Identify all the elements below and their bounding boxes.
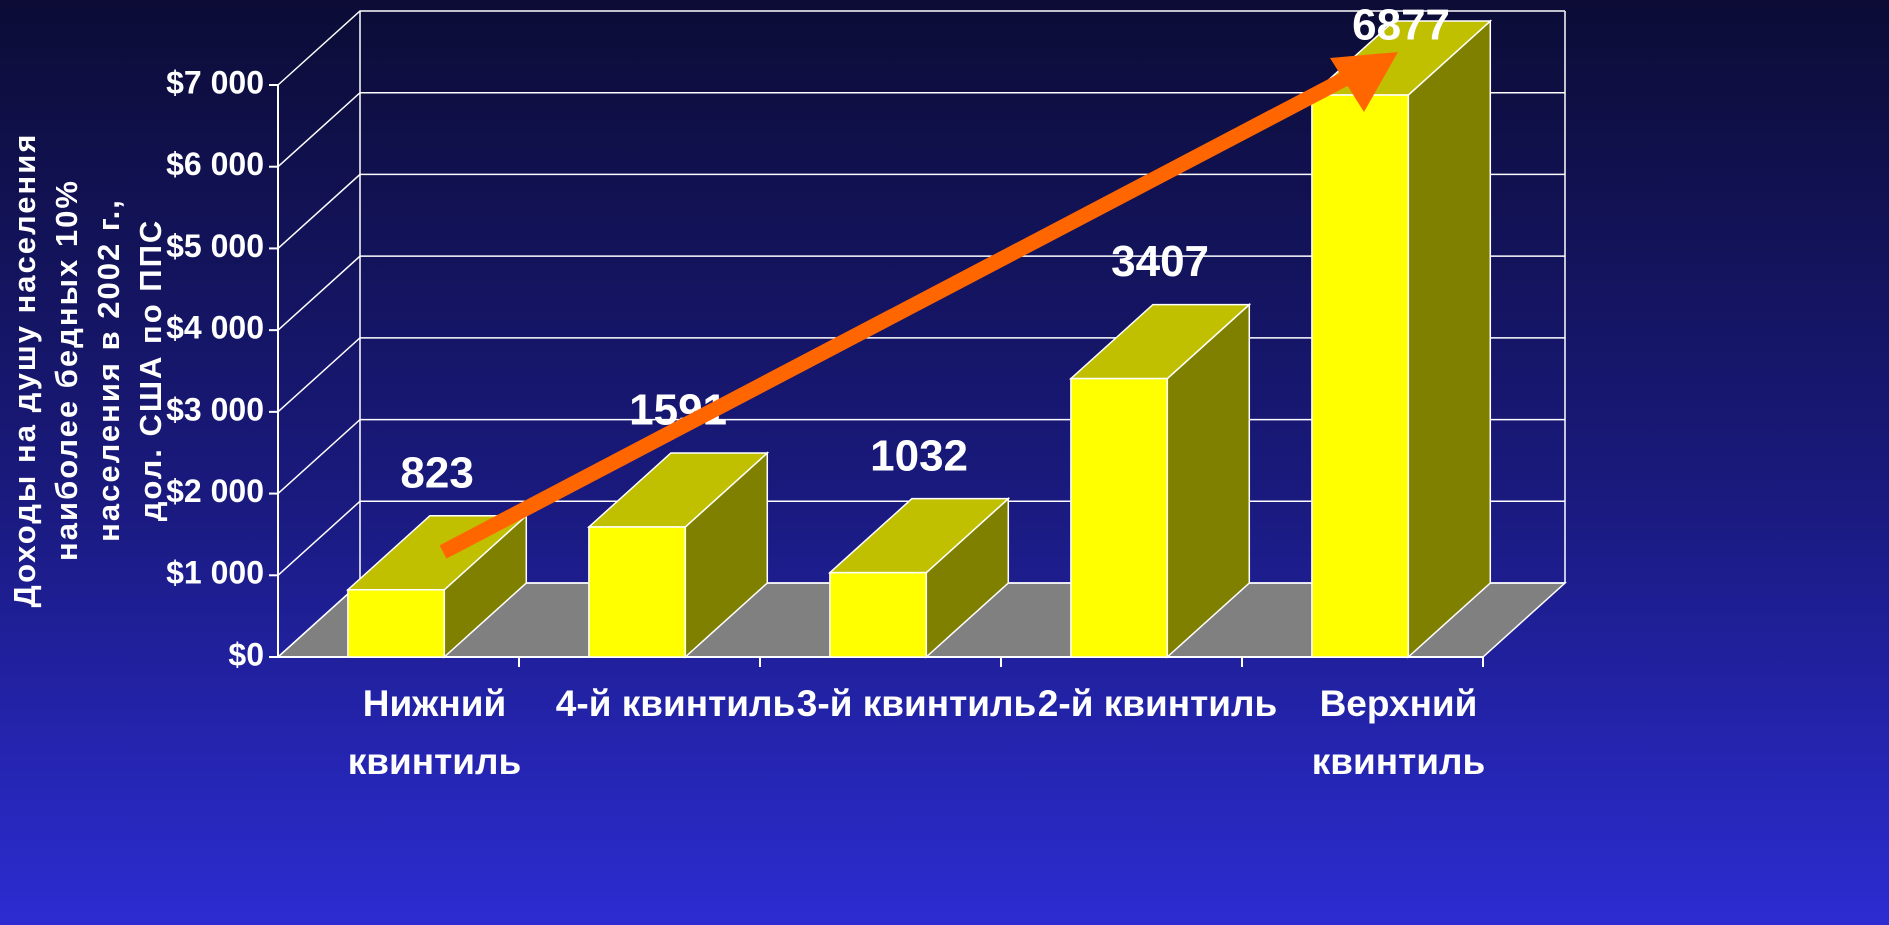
y-tick-label: $0 — [228, 636, 264, 672]
grid-line — [277, 91, 1565, 168]
y-tick-label: $2 000 — [166, 473, 264, 509]
y-tick-label: $7 000 — [166, 64, 264, 100]
grid-line — [277, 10, 1565, 86]
y-axis-label-line: наиболее бедных 10% — [49, 179, 84, 561]
y-tick-label: $4 000 — [166, 310, 264, 346]
y-tick-label: $1 000 — [166, 555, 264, 591]
bar-side — [1407, 19, 1492, 659]
bar — [827, 496, 1011, 659]
bar-front — [347, 588, 446, 658]
value-label: 1032 — [870, 431, 968, 480]
grid-line — [277, 255, 1565, 331]
value-label: 823 — [400, 448, 473, 497]
y-tick-label: $5 000 — [166, 228, 264, 264]
x-tick-label: Нижний квинтиль — [347, 683, 522, 782]
bar-front — [1070, 377, 1169, 658]
x-tick-label: 3-й квинтиль — [796, 683, 1037, 724]
y-axis-label-line: населения в 2002 г., — [91, 198, 126, 542]
x-tick-label: 4-й квинтиль — [555, 683, 796, 724]
y-tick-label: $3 000 — [166, 391, 264, 427]
trend-arrowhead — [1330, 52, 1398, 112]
trend-arrow — [439, 65, 1362, 559]
bar — [1309, 19, 1493, 659]
x-tick-label: 2-й квинтиль — [1037, 683, 1278, 724]
bar — [1068, 302, 1252, 659]
bar-front — [829, 571, 928, 658]
bar-front — [588, 526, 687, 658]
x-tick-label: Верхний квинтиль — [1311, 683, 1486, 782]
value-label: 6877 — [1352, 1, 1450, 50]
value-label: 3407 — [1111, 237, 1209, 286]
y-axis-label-line: дол. США по ППС — [133, 219, 168, 522]
bar-front — [1311, 94, 1410, 658]
y-axis-label-line: Доходы на душу населения — [7, 133, 42, 608]
y-tick-label: $6 000 — [166, 146, 264, 182]
y-axis-label: Доходы на душу населения наиболее бедных … — [7, 133, 168, 608]
bar — [586, 451, 770, 659]
